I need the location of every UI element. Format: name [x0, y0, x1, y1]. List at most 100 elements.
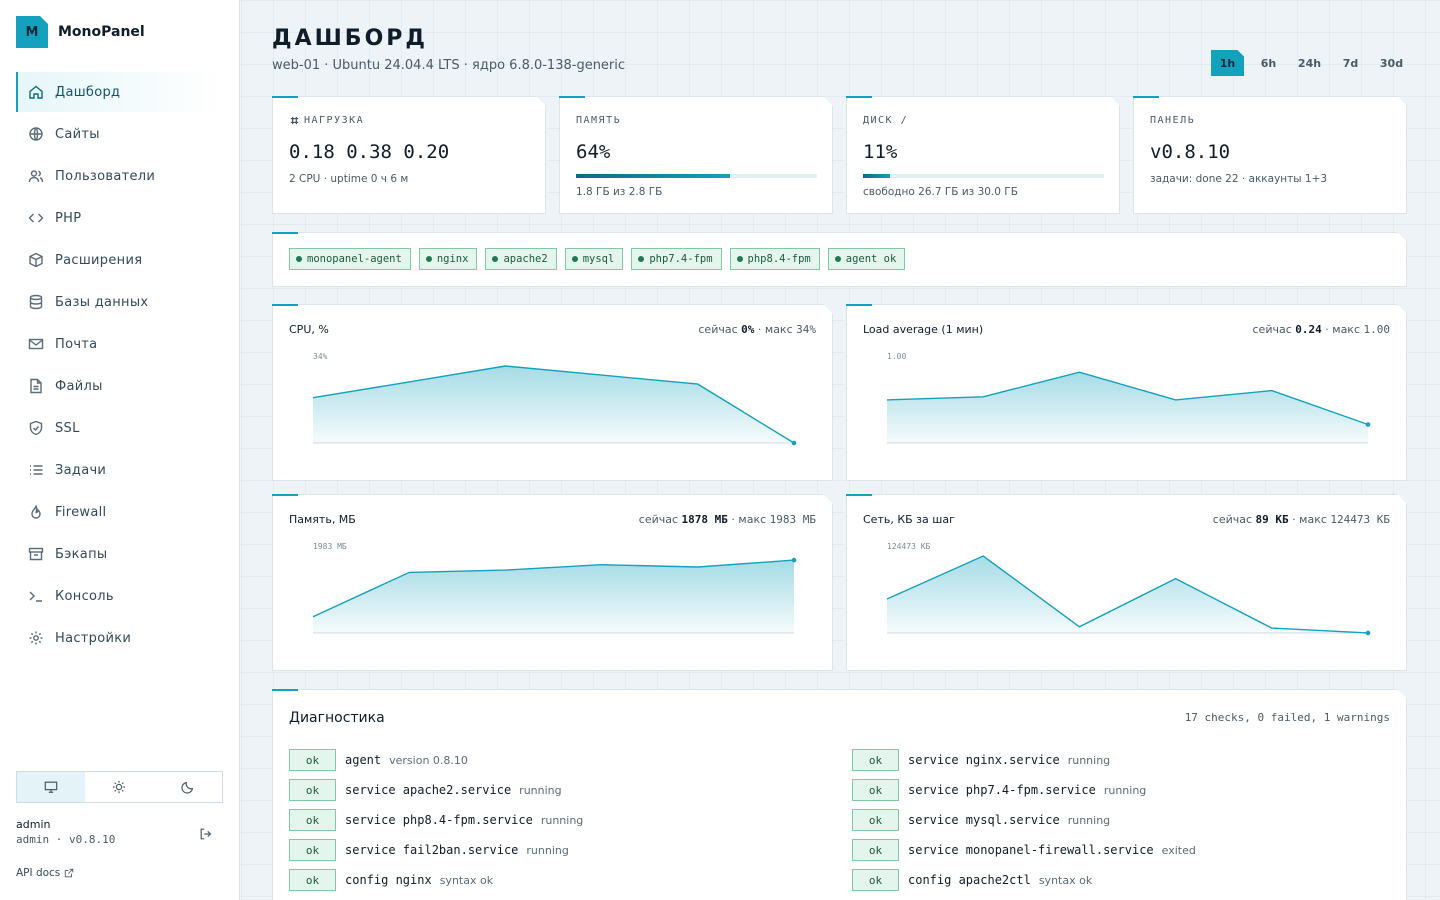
diagnostics-left-column: ok agent version 0.8.10 ok service apache2.… [289, 745, 809, 895]
brand-name: MonoPanel [58, 24, 145, 40]
sidebar-item-sites[interactable]: Сайты [16, 114, 223, 154]
flame-icon [31, 505, 41, 519]
chart-ymax-label: 1.00 [887, 352, 906, 361]
sidebar-item-mail[interactable]: Почта [16, 324, 223, 364]
check-name: service monopanel-firewall.service [908, 843, 1154, 857]
diagnostic-row: ok service fail2ban.service running [289, 835, 809, 865]
chart-ymax-label: 124473 КБ [887, 542, 931, 551]
check-detail: exited [1161, 843, 1196, 857]
max-value: 1983 МБ [769, 513, 816, 526]
check-name: service php7.4-fpm.service [908, 783, 1096, 797]
disk-value: 11% [863, 141, 898, 163]
load-card: НАГРУЗКА 0.18 0.38 0.20 2 CPU · uptime 0… [272, 96, 546, 214]
check-detail: running [540, 813, 584, 827]
status-dot [835, 256, 841, 262]
check-detail: syntax ok [1038, 873, 1093, 887]
check-name: service fail2ban.service [345, 843, 519, 857]
memory-value: 64% [576, 141, 611, 163]
chart-last-point [1366, 422, 1371, 427]
sidebar-item-extensions[interactable]: Расширения [16, 240, 223, 280]
sidebar-item-settings[interactable]: Настройки [16, 618, 223, 658]
chart-series-line [887, 372, 1368, 424]
sidebar-item-label: Бэкапы [55, 546, 108, 562]
disk-bar [863, 174, 1104, 178]
service-badge[interactable]: agent ok [828, 248, 906, 270]
service-badge[interactable]: php7.4-fpm [631, 248, 721, 270]
status-badge: ok [289, 809, 336, 831]
now-value: 0% [741, 323, 755, 336]
sidebar-item-label: Расширения [55, 252, 143, 268]
chart-plot: 1983 МБ [273, 495, 834, 672]
panel-card: ПАНЕЛЬ v0.8.10 задачи: done 22 · аккаунт… [1133, 96, 1407, 214]
range-30d-button[interactable]: 30d [1379, 56, 1404, 70]
cube-icon [29, 252, 43, 268]
load-value: 0.18 0.38 0.20 [289, 141, 450, 163]
service-name: php8.4-fpm [747, 253, 811, 265]
check-name: service mysql.service [908, 813, 1060, 827]
service-badge[interactable]: php8.4-fpm [730, 248, 820, 270]
api-docs-link[interactable]: API docs [16, 867, 74, 879]
service-badge[interactable]: apache2 [485, 248, 556, 270]
memory-note: 1.8 ГБ из 2.8 ГБ [576, 186, 663, 198]
home-icon [29, 85, 43, 99]
brand[interactable]: M MonoPanel [16, 16, 145, 48]
diagnostic-row: ok service nginx.service running [852, 745, 1372, 775]
moon-icon [181, 781, 193, 794]
theme-dark-button[interactable] [154, 772, 222, 802]
chart-area [313, 366, 794, 443]
sidebar-item-databases[interactable]: Базы данных [16, 282, 223, 322]
code-icon [28, 213, 44, 223]
theme-system-button[interactable] [17, 772, 86, 802]
check-detail: running [1067, 813, 1111, 827]
service-badge[interactable]: nginx [419, 248, 478, 270]
chart-title: Память, МБ [289, 513, 356, 526]
range-6h-button[interactable]: 6h [1260, 56, 1277, 70]
status-badge: ok [852, 839, 899, 861]
sidebar-item-console[interactable]: Консоль [16, 576, 223, 616]
chart-area [313, 560, 794, 633]
sidebar-item-dashboard[interactable]: Дашборд [16, 72, 223, 112]
theme-light-button[interactable] [85, 772, 153, 802]
status-dot [426, 256, 432, 262]
service-badge[interactable]: monopanel-agent [289, 248, 411, 270]
range-1h-button[interactable]: 1h [1211, 50, 1244, 76]
sidebar-item-ssl[interactable]: SSL [16, 408, 223, 448]
now-value: 0.24 [1295, 323, 1322, 336]
range-24h-button[interactable]: 24h [1297, 56, 1322, 70]
user-name: admin [16, 818, 51, 831]
service-badge[interactable]: mysql [565, 248, 624, 270]
disk-bar-fill [863, 174, 890, 178]
diagnostic-row: ok service php8.4-fpm.service running [289, 805, 809, 835]
diagnostic-row: ok service php7.4-fpm.service running [852, 775, 1372, 805]
load-label: НАГРУЗКА [289, 115, 364, 126]
brand-logo: M [16, 16, 48, 48]
max-value: 124473 КБ [1330, 513, 1390, 526]
check-detail: running [1067, 753, 1111, 767]
shield-icon [29, 420, 43, 436]
service-name: php7.4-fpm [649, 253, 713, 265]
sidebar-item-files[interactable]: Файлы [16, 366, 223, 406]
sidebar-item-backups[interactable]: Бэкапы [16, 534, 223, 574]
check-name: service nginx.service [908, 753, 1060, 767]
page-title: ДАШБОРД [272, 26, 428, 51]
status-badge: ok [852, 749, 899, 771]
sidebar-item-firewall[interactable]: Firewall [16, 492, 223, 532]
memory-card: ПАМЯТЬ 64% 1.8 ГБ из 2.8 ГБ [559, 96, 833, 214]
chart-stat: сейчас 89 КБ · макс 124473 КБ [1212, 513, 1390, 526]
logout-button[interactable] [199, 826, 215, 842]
chart-ymax-label: 34% [313, 352, 328, 361]
status-dot [492, 256, 498, 262]
diagnostics-card: Диагностика 17 checks, 0 failed, 1 warni… [272, 689, 1407, 900]
max-value: 34% [796, 323, 816, 336]
sidebar-item-tasks[interactable]: Задачи [16, 450, 223, 490]
load-label-text: НАГРУЗКА [304, 115, 365, 126]
now-label: сейчас [638, 513, 679, 526]
sidebar-item-users[interactable]: Пользователи [16, 156, 223, 196]
max-label: макс [1332, 323, 1360, 336]
external-link-icon [65, 868, 74, 878]
sidebar-item-php[interactable]: PHP [16, 198, 223, 238]
chart-plot: 34% [273, 305, 834, 482]
file-icon [30, 378, 42, 394]
range-7d-button[interactable]: 7d [1342, 56, 1359, 70]
gear-icon [29, 631, 43, 645]
